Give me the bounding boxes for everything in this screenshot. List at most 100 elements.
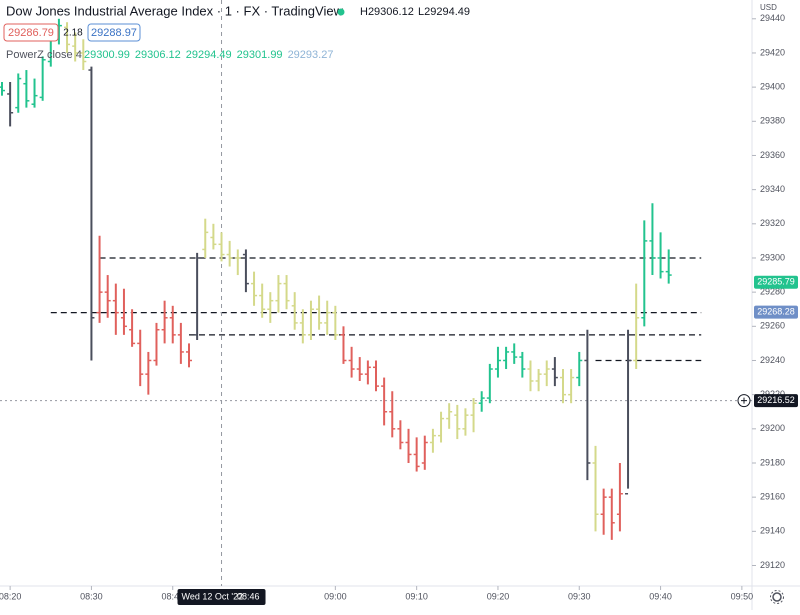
ohlc-bar [608, 488, 615, 540]
ohlc-bar [438, 411, 445, 443]
ohlc-bar [592, 445, 599, 532]
price-tag [754, 305, 798, 319]
ohlc-bar [7, 82, 14, 127]
x-tick-label: 09:40 [649, 591, 672, 601]
ohlc-bar [543, 360, 550, 387]
add-alert-icon[interactable] [741, 397, 747, 404]
ohlc-bar [446, 403, 453, 429]
ohlc-bar [267, 292, 274, 323]
buy-price[interactable]: 29288.97 [91, 27, 137, 39]
ohlc-bar [316, 295, 323, 330]
header-low: L29294.49 [418, 6, 470, 18]
ohlc-bar [356, 357, 363, 381]
crosshair-date: Wed 12 Oct '22 [182, 591, 244, 601]
y-tick-label: 29220 [760, 389, 785, 399]
plot-area: 29120 29140 29160 29180 29200 29220 29240 29260… [0, 0, 785, 601]
currency[interactable]: USD [760, 3, 777, 12]
ohlc-bar [80, 39, 87, 71]
status-dot [337, 8, 345, 16]
ohlc-bar [39, 56, 46, 101]
ohlc-bar [88, 66, 95, 361]
y-tick-label: 29120 [760, 560, 785, 570]
ohlc-bar [218, 232, 225, 262]
x-tick-label: 09:30 [568, 591, 591, 601]
ohlc-bar [161, 300, 168, 344]
sell-button[interactable] [3, 23, 59, 42]
ohlc-bar [145, 351, 152, 395]
ohlc-bar [389, 391, 396, 438]
y-tick-label: 29440 [760, 13, 785, 23]
ohlc-bar [234, 249, 241, 276]
ohlc-bar [503, 346, 510, 370]
crosshair-price-tag [754, 394, 798, 408]
ohlc-bar [31, 78, 38, 108]
ohlc-bar [576, 351, 583, 387]
y-tick-label: 29360 [760, 150, 785, 160]
ohlc-bar [242, 249, 249, 293]
ohlc-bar [137, 329, 144, 387]
indicator-name: PowerZ close 4 [6, 49, 82, 61]
ohlc-bar [112, 283, 119, 335]
y-tick-label: 29300 [760, 252, 785, 262]
y-tick-label: 29140 [760, 526, 785, 536]
ohlc-bar [364, 360, 371, 385]
y-tick-label: 29200 [760, 423, 785, 433]
ohlc-bar [340, 326, 347, 364]
x-tick-label: 08:30 [80, 591, 103, 601]
y-tick-label: 29420 [760, 47, 785, 57]
ohlc-bar [283, 275, 290, 310]
settings-icon[interactable] [770, 590, 784, 604]
ohlc-bar [275, 275, 282, 313]
ohlc-bar [202, 218, 209, 258]
sell-price[interactable]: 29286.79 [8, 27, 54, 39]
ohlc-bar [584, 329, 591, 481]
ohlc-bar [381, 377, 388, 426]
ohlc-bar [397, 420, 404, 450]
ohlc-bar [527, 360, 534, 392]
ohlc-bar [413, 437, 420, 472]
crosshair-time: 08:46 [237, 591, 260, 601]
ohlc-bar [560, 369, 566, 404]
ohlc-bar [405, 428, 412, 463]
price-tag [754, 275, 798, 289]
buy-button[interactable] [87, 23, 141, 42]
price-tag-label: 29285.79 [757, 277, 795, 287]
y-tick-label: 29260 [760, 321, 785, 331]
ohlc-bar [454, 404, 461, 440]
y-tick-label: 29280 [760, 287, 785, 297]
ohlc-bar [120, 288, 127, 335]
ohlc-bar [373, 360, 379, 392]
ohlc-bar [462, 408, 469, 436]
y-tick-label: 29160 [760, 492, 785, 502]
x-tick-label: 08:40 [161, 591, 184, 601]
ohlc-bar [251, 271, 258, 306]
ohlc-bar [641, 220, 648, 327]
ohlc-bar [194, 252, 201, 340]
ohlc-bar [600, 488, 607, 535]
indicator-value: 29294.49 [186, 49, 232, 61]
ohlc-bar [649, 203, 656, 276]
ohlc-bar [210, 223, 217, 250]
ohlc-bar [186, 343, 192, 368]
price-tag-label: 29268.28 [757, 307, 795, 317]
ohlc-bar [470, 398, 477, 433]
ohlc-bar [519, 351, 526, 378]
y-tick-label: 29320 [760, 218, 785, 228]
indicator-value: 29306.12 [135, 49, 181, 61]
ohlc-bar [291, 292, 298, 330]
ohlc-bar [625, 329, 632, 495]
ohlc-bar [299, 309, 306, 344]
ohlc-bar [307, 300, 314, 340]
y-tick-label: 29400 [760, 82, 785, 92]
indicator-value: 29301.99 [237, 49, 283, 61]
header-high: H29306.12 [360, 6, 414, 18]
ohlc-bar [494, 346, 501, 378]
ohlc-bar [169, 305, 176, 344]
ohlc-bar [332, 305, 339, 340]
spread: 2.18 [63, 28, 83, 39]
ohlc-bar [665, 249, 672, 284]
ohlc-bar [324, 300, 331, 335]
ohlc-bar [129, 309, 136, 347]
ohlc-bar [486, 363, 493, 404]
